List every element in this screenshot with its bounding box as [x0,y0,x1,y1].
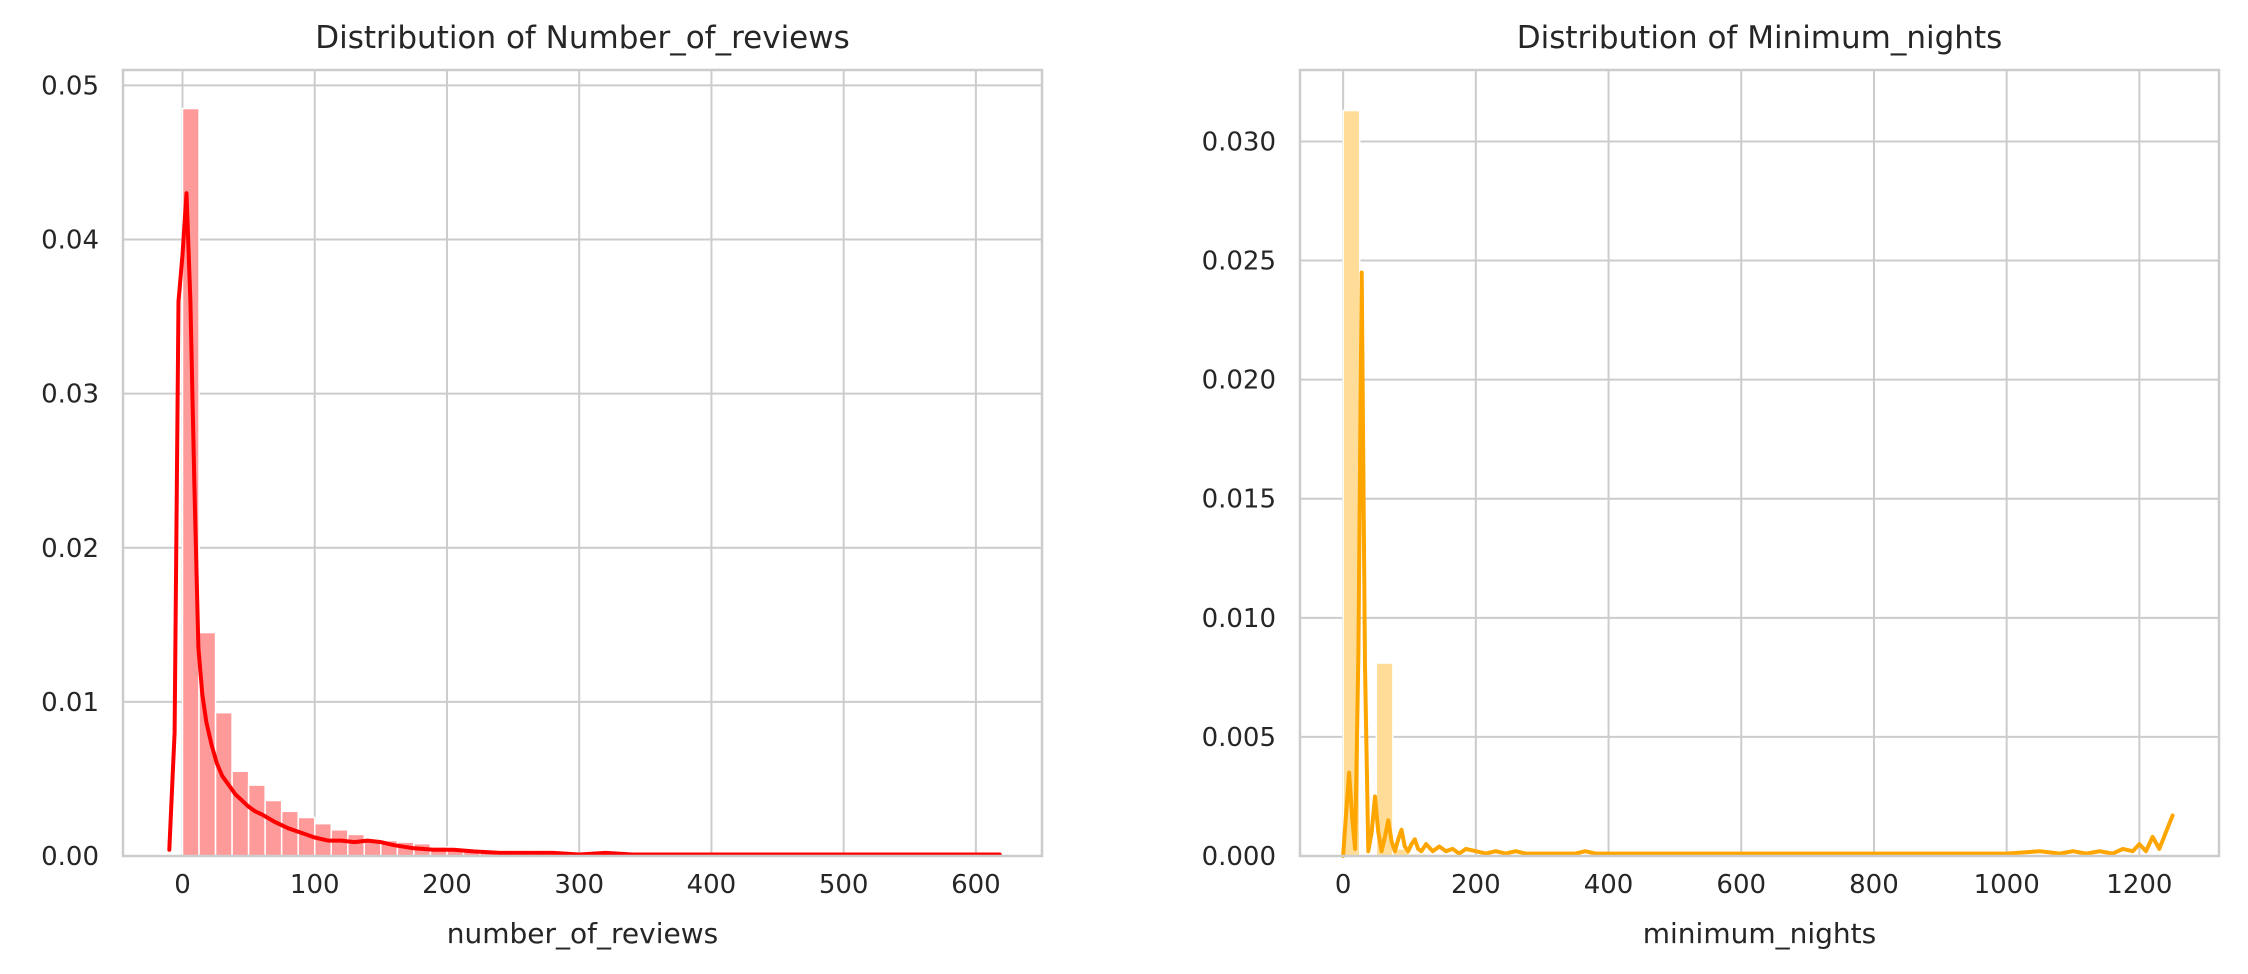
grid-group [123,70,1042,857]
y-tick-label: 0.03 [41,380,99,410]
ticks-group: 0 200 400 600 800 1000 1200 0.000 0.005 0.010 0.01… [1202,127,2173,900]
kde-line [1341,270,2175,858]
y-tick-label: 0.020 [1202,366,1276,396]
x-tick-label: 1200 [2106,870,2172,900]
chart-number-of-reviews: 0 100 200 300 400 500 600 0.00 0.01 0.02 0.03 0.04 0… [41,20,1044,950]
x-tick-label: 400 [1584,870,1634,900]
kde-group [167,191,1002,857]
x-tick-label: 0 [174,870,191,900]
kde-line [167,191,1002,857]
x-tick-label: 600 [951,870,1001,900]
x-tick-label: 1000 [1974,870,2040,900]
x-tick-label: 400 [687,870,737,900]
chart-title: Distribution of Minimum_nights [1517,20,2003,56]
y-tick-label: 0.02 [41,534,99,564]
y-tick-label: 0.05 [41,71,99,101]
x-tick-label: 300 [554,870,604,900]
y-tick-label: 0.010 [1202,604,1276,634]
y-tick-label: 0.04 [41,226,99,256]
kde-group [1341,270,2175,858]
chart-title: Distribution of Number_of_reviews [315,20,850,56]
x-tick-label: 200 [422,870,472,900]
grid-group [1300,70,2219,857]
y-tick-label: 0.005 [1202,723,1276,753]
x-axis-label: number_of_reviews [447,917,718,950]
plot-frame [121,68,1044,858]
x-tick-label: 0 [1335,870,1352,900]
histogram-bar [347,833,366,857]
ticks-group: 0 100 200 300 400 500 600 0.00 0.01 0.02 0.03 0.04 0… [41,71,1001,900]
y-tick-label: 0.00 [41,842,99,872]
histogram-bar [247,784,266,857]
y-tick-label: 0.000 [1202,842,1276,872]
x-tick-label: 200 [1451,870,1501,900]
x-tick-label: 500 [819,870,869,900]
histogram-bar [264,799,283,857]
x-tick-label: 600 [1716,870,1766,900]
x-tick-label: 800 [1849,870,1899,900]
bars-group [181,107,680,857]
chart-minimum-nights: 0 200 400 600 800 1000 1200 0.000 0.005 0.010 0.01… [1202,20,2221,950]
y-tick-label: 0.015 [1202,485,1276,515]
histogram-bar [231,770,250,857]
histogram-bar [280,810,299,857]
x-tick-label: 100 [290,870,340,900]
x-axis-label: minimum_nights [1643,917,1877,950]
y-tick-label: 0.025 [1202,247,1276,277]
y-tick-label: 0.030 [1202,127,1276,157]
plot-frame [1298,68,2221,858]
y-tick-label: 0.01 [41,688,99,718]
